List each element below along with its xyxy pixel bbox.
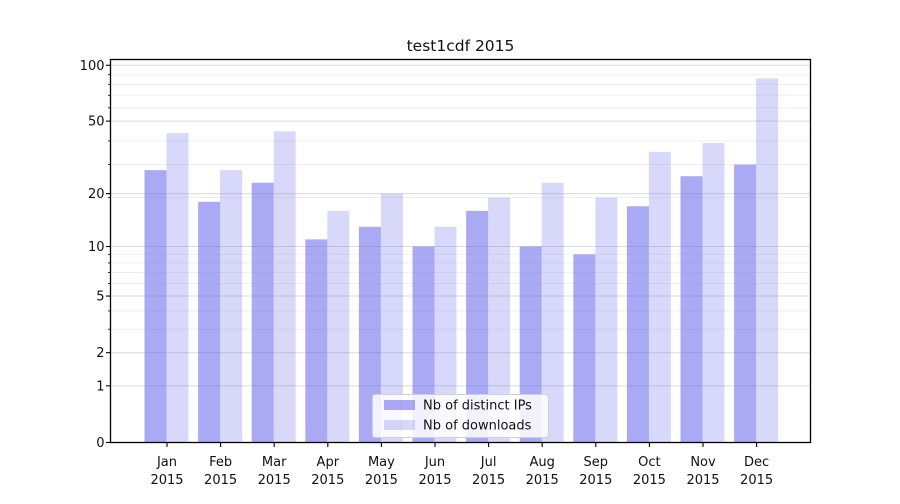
axis-ticks [106,64,758,447]
x-tick-label-year: 2015 [258,473,291,488]
legend: Nb of distinct IPs Nb of downloads [372,394,549,438]
y-tick-label: 20 [88,187,105,202]
x-tick-label-year: 2015 [311,473,344,488]
bar-nb-of-distinct-ips-may [358,226,381,443]
bar-nb-of-downloads-aug [541,182,564,443]
x-tick-label-year: 2015 [526,473,559,488]
bar-nb-of-downloads-oct [648,151,671,443]
bar-nb-of-downloads-nov [702,143,725,443]
bar-nb-of-downloads-mar [273,131,296,443]
legend-swatch-distinct-ips [384,400,415,410]
bar-nb-of-distinct-ips-feb [198,201,221,443]
bar-nb-of-distinct-ips-jun [412,246,435,443]
minor-gridlines [110,74,811,330]
bar-nb-of-distinct-ips-aug [519,246,542,443]
x-tick-label-month: Sep [584,455,609,470]
x-tick-label-month: Dec [744,455,769,470]
x-tick-label-month: Mar [262,455,287,470]
x-tick-label-month: Aug [530,455,555,470]
bar-nb-of-distinct-ips-jul [466,210,489,443]
bar-nb-of-downloads-sep [595,197,618,443]
x-tick-label-year: 2015 [633,473,666,488]
x-tick-label-month: Oct [638,455,660,470]
legend-box [372,394,549,438]
bar-nb-of-downloads-jul [488,197,511,443]
chart-title: test1cdf 2015 [407,37,515,55]
legend-label-distinct-ips: Nb of distinct IPs [423,399,532,414]
bar-nb-of-downloads-jan [166,133,189,443]
x-tick-label-year: 2015 [579,473,612,488]
bar-nb-of-distinct-ips-oct [626,206,649,443]
x-tick-label-month: Jun [424,455,445,470]
bar-nb-of-distinct-ips-mar [251,182,274,443]
x-tick-label-year: 2015 [740,473,773,488]
x-tick-label-year: 2015 [150,473,183,488]
y-tick-label: 0 [96,436,104,451]
plot-frame [109,58,812,444]
x-tick-label-month: Jan [156,455,177,470]
bar-nb-of-distinct-ips-sep [573,254,596,443]
x-tick-label-year: 2015 [472,473,505,488]
bar-nb-of-distinct-ips-jan [144,170,167,443]
x-tick-label-year: 2015 [686,473,719,488]
bar-nb-of-downloads-may [380,193,403,443]
bars-group [144,78,779,443]
x-tick-label-month: Jul [480,455,497,470]
x-tick-label-year: 2015 [365,473,398,488]
y-tick-label: 1 [96,379,104,394]
x-tick-label-month: Nov [690,455,716,470]
x-tick-label-year: 2015 [418,473,451,488]
bar-nb-of-distinct-ips-dec [734,164,757,443]
bar-nb-of-distinct-ips-apr [305,239,328,443]
x-tick-label-month: May [368,455,395,470]
x-tick-label-month: Apr [317,455,340,470]
y-tick-label: 100 [80,59,105,74]
bar-nb-of-downloads-feb [220,170,243,443]
legend-swatch-downloads [384,420,415,430]
bar-nb-of-distinct-ips-nov [680,176,703,443]
legend-label-downloads: Nb of downloads [423,419,532,434]
bar-nb-of-downloads-dec [756,78,779,443]
x-tick-label-year: 2015 [204,473,237,488]
y-tick-label: 5 [96,290,104,305]
bar-nb-of-downloads-apr [327,210,350,443]
y-tick-label: 2 [96,346,104,361]
y-tick-label: 50 [88,115,105,130]
x-tick-label-month: Feb [209,455,232,470]
axis-tick-labels: 0 1 2 5 10 20 50 100 Jan 2015 Feb 2015 Mar 2015 Apr 201… [80,59,773,488]
y-tick-label: 10 [88,240,105,255]
bar-nb-of-downloads-jun [434,226,457,443]
